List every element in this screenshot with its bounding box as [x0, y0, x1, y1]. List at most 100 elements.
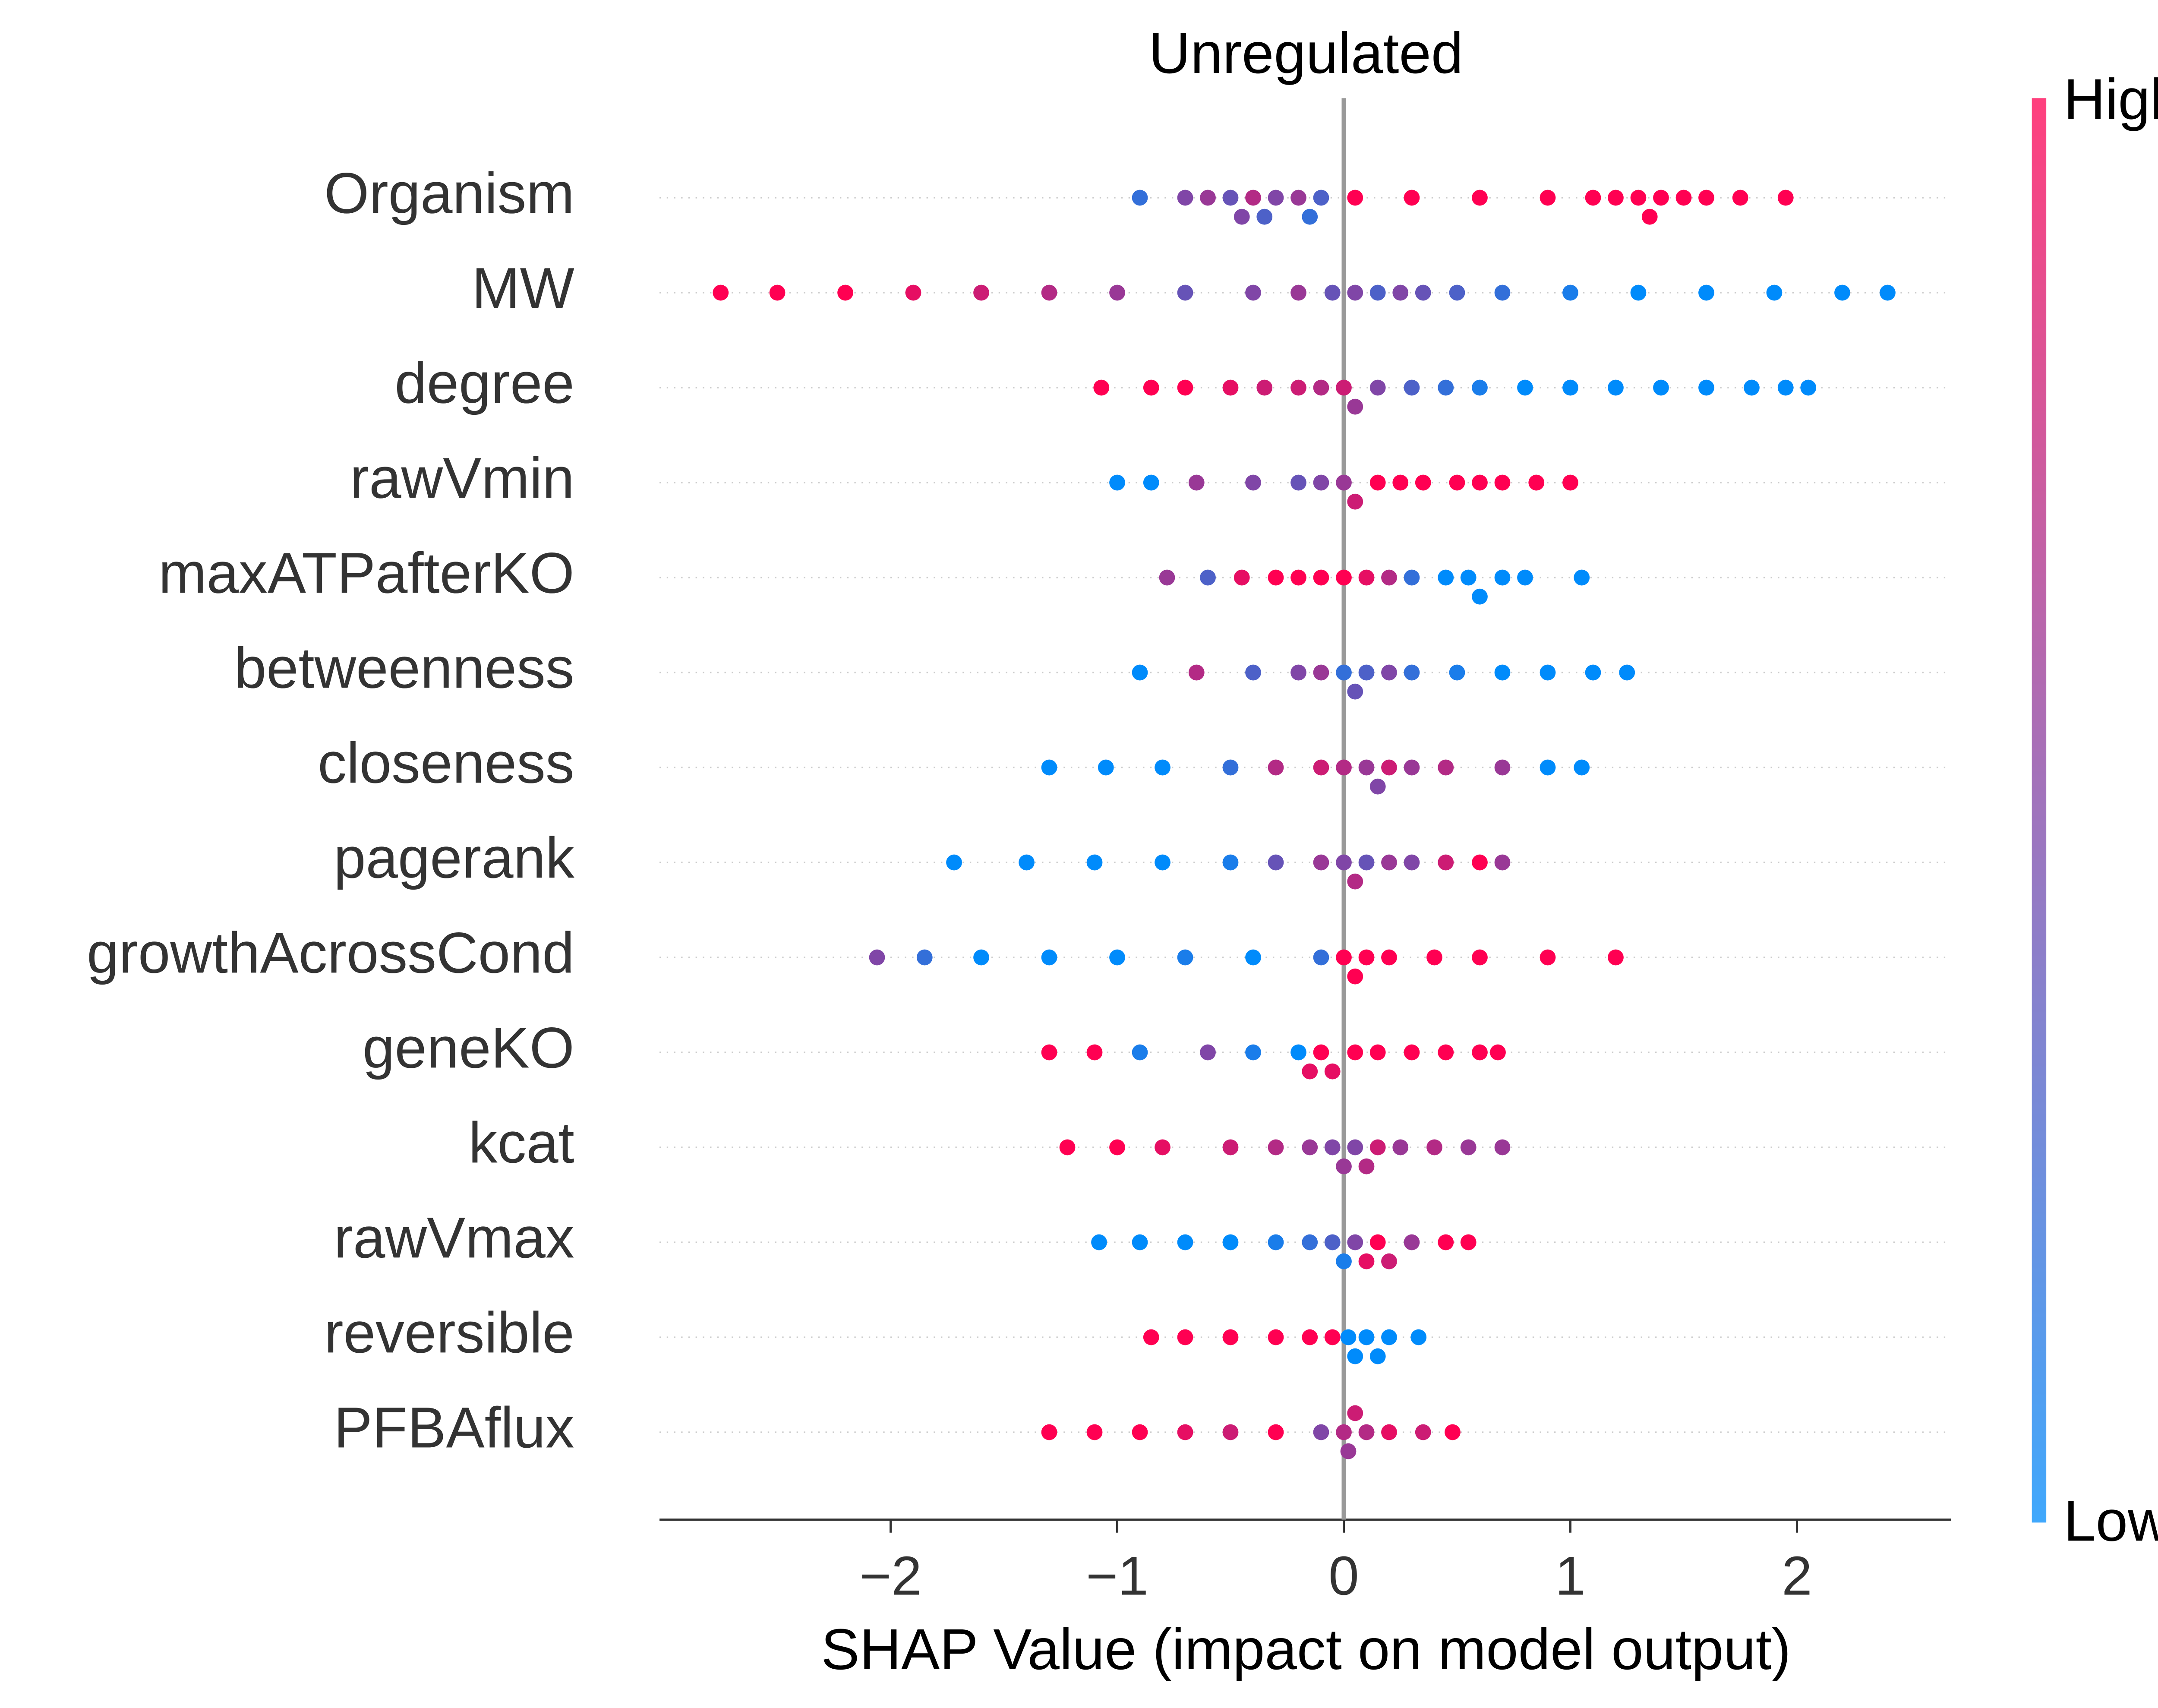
dot: [1324, 1063, 1341, 1080]
dot: [1494, 759, 1511, 776]
x-tick-label: 1: [1555, 1545, 1586, 1607]
x-tick-label: −2: [859, 1545, 922, 1607]
dot: [1177, 1424, 1193, 1440]
dot: [1313, 759, 1329, 776]
dot: [1155, 854, 1170, 871]
dot: [1222, 1424, 1239, 1440]
dot: [1574, 569, 1590, 586]
dot: [1347, 968, 1363, 985]
dot: [1540, 664, 1556, 681]
dot: [1766, 284, 1783, 301]
dot: [1562, 474, 1578, 491]
dot: [1585, 189, 1601, 206]
dot: [1340, 1443, 1357, 1459]
dot: [1540, 189, 1556, 206]
dot: [1222, 379, 1239, 396]
dot: [1245, 1044, 1261, 1061]
dot: [1472, 949, 1488, 966]
dot: [1517, 379, 1533, 396]
dot: [1041, 1424, 1057, 1440]
dot: [1222, 759, 1239, 776]
y-tick-label: betweenness: [234, 636, 574, 700]
dot: [1234, 569, 1250, 586]
dot: [1358, 1424, 1375, 1440]
dot: [1313, 379, 1329, 396]
dot: [1268, 759, 1284, 776]
dot: [1347, 493, 1363, 510]
dot: [1336, 1158, 1352, 1174]
dot: [1472, 189, 1488, 206]
dot: [1347, 398, 1363, 415]
dot: [1109, 284, 1125, 301]
dot: [1369, 1044, 1386, 1061]
dot: [1290, 664, 1306, 681]
dot: [1358, 664, 1375, 681]
dot: [1245, 284, 1261, 301]
dot: [1369, 1234, 1386, 1250]
dot: [1086, 1044, 1103, 1061]
y-tick-label: reversible: [324, 1301, 574, 1365]
dot: [1619, 664, 1635, 681]
dot: [1608, 949, 1624, 966]
dot: [1188, 664, 1205, 681]
dot: [1494, 569, 1511, 586]
chart-title: Unregulated: [1149, 21, 1464, 85]
dot: [1834, 284, 1850, 301]
dot: [1494, 284, 1511, 301]
dot: [1381, 1329, 1397, 1345]
dot: [1472, 854, 1488, 871]
dot: [837, 284, 853, 301]
dot: [1381, 949, 1397, 966]
dot: [1472, 1044, 1488, 1061]
dot: [1438, 854, 1454, 871]
dot: [1744, 379, 1760, 396]
dot: [1268, 189, 1284, 206]
dot: [1630, 189, 1647, 206]
dot: [1143, 1329, 1159, 1345]
dot: [1449, 284, 1465, 301]
x-tick-label: −1: [1086, 1545, 1148, 1607]
dot: [1200, 1044, 1216, 1061]
dot: [1177, 379, 1193, 396]
dot: [1290, 379, 1306, 396]
dot: [1369, 1139, 1386, 1156]
dot: [1245, 474, 1261, 491]
dot: [1200, 569, 1216, 586]
dot: [1290, 1044, 1306, 1061]
dot: [1404, 664, 1420, 681]
dot: [1098, 759, 1114, 776]
dot: [1290, 569, 1306, 586]
dot: [1347, 1139, 1363, 1156]
dot: [1222, 1234, 1239, 1250]
dot: [1392, 474, 1409, 491]
dot: [1336, 379, 1352, 396]
y-tick-label: rawVmin: [350, 446, 574, 510]
dot: [1093, 379, 1110, 396]
dot: [869, 949, 885, 966]
dot: [1381, 1253, 1397, 1269]
dot: [1336, 1424, 1352, 1440]
dot: [1188, 474, 1205, 491]
dot: [1347, 189, 1363, 206]
dot: [1324, 1329, 1341, 1345]
dot: [1222, 1329, 1239, 1345]
dot: [1177, 189, 1193, 206]
dot: [1347, 873, 1363, 890]
dot: [1404, 569, 1420, 586]
dot: [1392, 284, 1409, 301]
dot: [1381, 1424, 1397, 1440]
dot: [1324, 284, 1341, 301]
dot: [1381, 569, 1397, 586]
dot: [973, 949, 989, 966]
y-tick-label: maxATPafterKO: [158, 541, 574, 605]
dot: [1415, 284, 1431, 301]
dot: [1777, 379, 1794, 396]
dot: [1313, 189, 1329, 206]
y-tick-label: pagerank: [334, 826, 575, 890]
dot: [1290, 474, 1306, 491]
dot: [1369, 474, 1386, 491]
dot: [1358, 759, 1375, 776]
dot: [1460, 1234, 1477, 1250]
dot: [1460, 569, 1477, 586]
